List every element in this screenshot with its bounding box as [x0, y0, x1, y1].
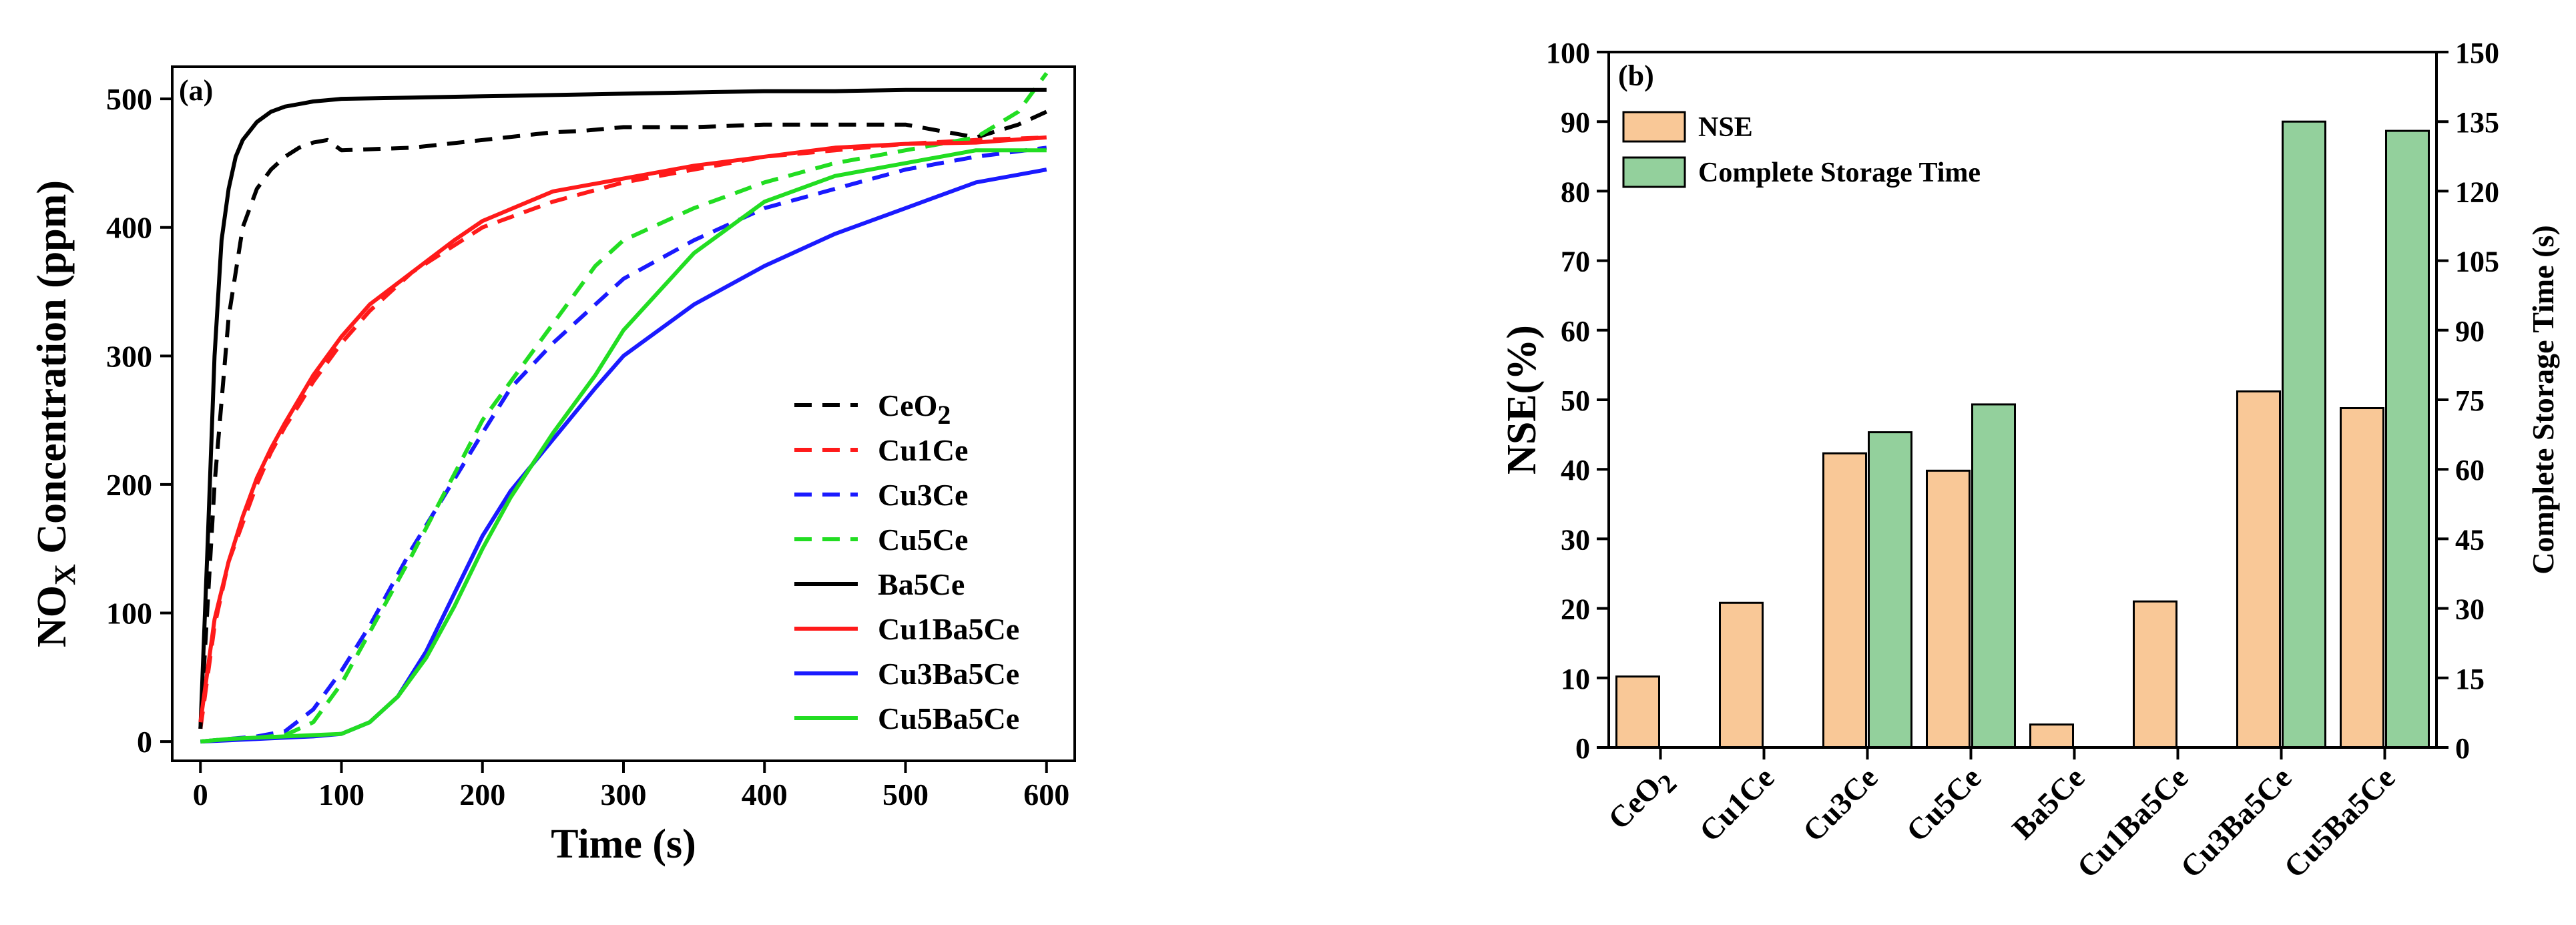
bar-storage-time — [2385, 129, 2430, 749]
y-tick-label: 100 — [106, 597, 152, 631]
panel-b-bar-chart: 0 10 20 30 40 50 60 70 80 90 100 0 15 30 45 60 75 90 105 12… — [1499, 37, 2560, 884]
y2-tick-label: 0 — [2455, 732, 2470, 765]
x-tick-label: CeO2 — [1601, 760, 1682, 841]
panel-a-ticks: 0 100 200 300 400 500 600 0 100 200 300 400 500 — [106, 82, 1069, 812]
legend-label: NSE — [1698, 112, 1753, 143]
x-tick-label: Cu1Ce — [1693, 760, 1781, 848]
y-tick-label: 50 — [1561, 384, 1590, 417]
y-tick-label: 10 — [1561, 663, 1590, 695]
bar-nse — [2340, 407, 2384, 749]
y2-tick-label: 135 — [2455, 106, 2499, 139]
y-tick-label: 0 — [137, 725, 152, 759]
panel-b-y2label: Complete Storage Time (s) — [2526, 225, 2560, 574]
x-tick-label: Ba5Ce — [2005, 760, 2091, 846]
legend-label: Cu3Ba5Ce — [878, 657, 1019, 691]
y-tick-label: 0 — [1575, 732, 1590, 765]
y-tick-label: 20 — [1561, 593, 1590, 626]
bar-storage-time — [2282, 120, 2326, 749]
panel-b-legend: NSE Complete Storage Time — [1622, 111, 1981, 188]
y-tick-label: 90 — [1561, 106, 1590, 139]
bar-storage-time — [1868, 431, 1912, 749]
panel-b-label: (b) — [1618, 59, 1654, 92]
bar-nse — [1926, 469, 1971, 749]
panel-b-bars — [1615, 120, 2430, 749]
bar-nse — [1719, 601, 1764, 749]
y-tick-label: 60 — [1561, 315, 1590, 348]
y-tick-label: 100 — [1546, 37, 1590, 69]
y2-tick-label: 15 — [2455, 663, 2485, 695]
y-tick-label: 300 — [106, 339, 152, 373]
series-line-cu3ce — [200, 145, 1047, 744]
x-tick-label: 300 — [601, 778, 647, 812]
series-line-cu1ba5ce — [198, 135, 1047, 723]
panel-a-xlabel: Time (s) — [551, 822, 696, 867]
y-tick-label: 400 — [106, 211, 152, 245]
x-tick-label: Cu3Ce — [1796, 760, 1884, 848]
bar-nse — [2133, 600, 2177, 749]
y2-tick-label: 105 — [2455, 246, 2499, 278]
y2-tick-label: 30 — [2455, 593, 2485, 626]
x-tick-label: 0 — [193, 778, 208, 812]
y-tick-label: 70 — [1561, 246, 1590, 278]
legend-swatch — [1622, 156, 1686, 188]
legend-label: Cu5Ce — [878, 523, 968, 557]
legend-label: Ba5Ce — [878, 567, 965, 601]
legend-label: Complete Storage Time — [1698, 158, 1981, 188]
y-tick-label: 200 — [106, 468, 152, 502]
legend-swatch — [1622, 111, 1686, 143]
x-tick-label: Cu5Ba5Ce — [2278, 760, 2402, 884]
series-line-cu5ba5ce — [200, 148, 1047, 744]
legend-label: Cu3Ce — [878, 478, 968, 512]
panel-a-frame — [171, 65, 1076, 762]
y2-tick-label: 90 — [2455, 315, 2485, 348]
panel-b-frame — [1607, 51, 2438, 749]
bar-storage-time — [1971, 403, 2016, 749]
x-tick-label: 500 — [882, 778, 929, 812]
y-tick-label: 40 — [1561, 454, 1590, 487]
y-tick-label: 80 — [1561, 176, 1590, 208]
x-tick-label: 600 — [1023, 778, 1069, 812]
x-tick-label: Cu3Ba5Ce — [2174, 760, 2298, 884]
x-tick-label: 400 — [742, 778, 788, 812]
legend-label: Cu1Ba5Ce — [878, 612, 1019, 646]
y2-tick-label: 60 — [2455, 454, 2485, 487]
bar-nse — [2029, 723, 2074, 749]
legend-label: CeO2 — [878, 388, 951, 430]
bar-nse — [1615, 675, 1660, 749]
y-tick-label: 30 — [1561, 523, 1590, 556]
panel-a-ylabel: NOX Concentration (ppm) — [29, 180, 81, 647]
legend-label: Cu5Ba5Ce — [878, 701, 1019, 735]
legend-label: Cu1Ce — [878, 433, 968, 467]
y2-tick-label: 75 — [2455, 384, 2485, 417]
bar-nse — [1822, 452, 1867, 749]
x-tick-label: Cu1Ba5Ce — [2071, 760, 2195, 884]
y2-tick-label: 120 — [2455, 176, 2499, 208]
y2-tick-label: 45 — [2455, 523, 2485, 556]
y-tick-label: 500 — [106, 82, 152, 116]
panel-b-ylabel: NSE(%) — [1499, 325, 1545, 475]
x-tick-label: 200 — [459, 778, 505, 812]
panel-a-label: (a) — [179, 74, 213, 107]
x-tick-label: Cu5Ce — [1900, 760, 1988, 848]
x-tick-label: 100 — [318, 778, 364, 812]
panel-a-series — [198, 71, 1049, 744]
bar-nse — [2236, 390, 2281, 749]
y2-tick-label: 150 — [2455, 37, 2499, 69]
series-line-ba5ce — [198, 87, 1047, 729]
